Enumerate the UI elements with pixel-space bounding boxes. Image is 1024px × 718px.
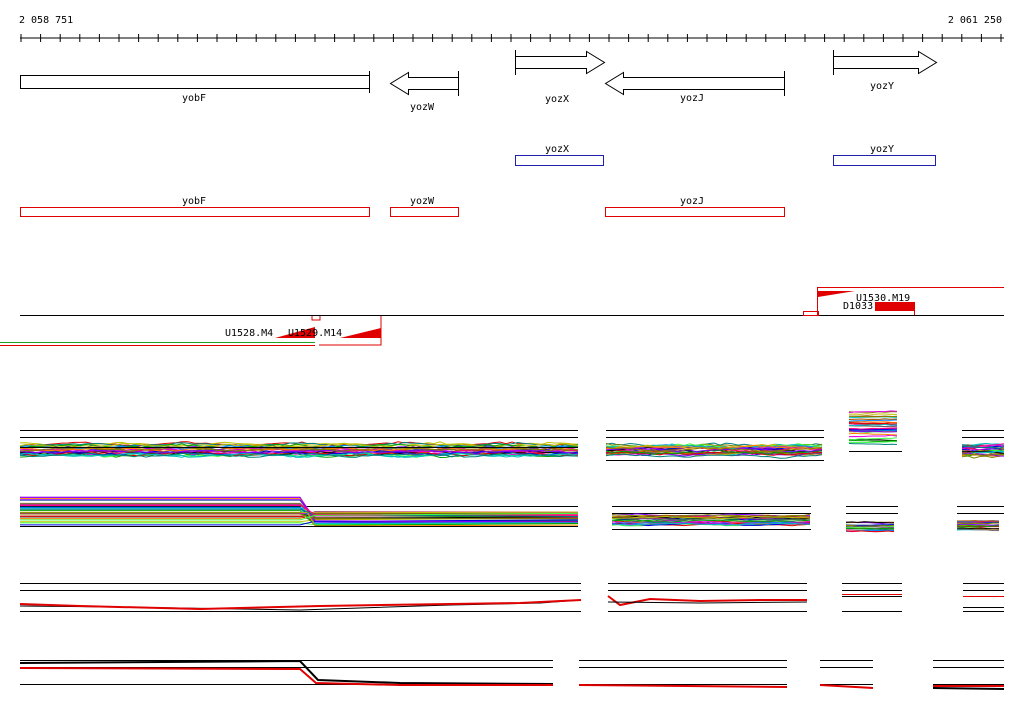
expression-profile-line [849, 414, 897, 415]
transcript-U1529-M14[interactable]: U1529.M14 [288, 316, 381, 345]
gene-yozX[interactable]: yozX [516, 50, 605, 105]
expression-profile-line [579, 685, 787, 687]
expression-profile-line [846, 528, 894, 529]
expression-profile-line [608, 602, 807, 603]
expression-profile-line [849, 433, 897, 435]
expression-profile-line [849, 419, 897, 420]
transcript-break-marker [312, 316, 320, 320]
predicted-label-yozX: yozX [545, 144, 569, 155]
expression-profile-line [957, 526, 999, 527]
transcript-label-U1529-M14: U1529.M14 [288, 328, 342, 339]
gene-label-yozY: yozY [870, 81, 894, 92]
expression-profile-line [849, 429, 897, 430]
gene-yozY[interactable]: yozY [834, 50, 937, 92]
reference-cds-track: yobF yozW yozJ [21, 196, 785, 217]
expression-profile-line [849, 435, 897, 436]
predicted-cds-track: yozX yozY [516, 144, 936, 166]
coordinate-ruler: 2 058 751 2 061 250 [19, 15, 1004, 42]
expression-profile-line [820, 685, 873, 688]
transcript-D1033[interactable]: D1033 [843, 301, 915, 315]
expression-track-2 [20, 497, 1004, 531]
expression-profile-line [20, 600, 581, 610]
expression-profile-line [608, 596, 807, 605]
expression-profile-line [933, 688, 1004, 689]
predicted-cds-yozX[interactable]: yozX [516, 144, 604, 166]
gene-label-yozW: yozW [410, 102, 435, 113]
transcript-label-U1528-M4: U1528.M4 [225, 328, 273, 339]
gene-yozW[interactable]: yozW [391, 71, 459, 113]
gene-yobF[interactable]: yobF [21, 71, 370, 104]
reference-cds-yobF[interactable]: yobF [21, 196, 370, 217]
reference-cds-yozW[interactable]: yozW [391, 196, 459, 217]
gene-annotation-track: yobF yozW yozX yozJ yozY [21, 50, 937, 113]
reference-label-yozJ: yozJ [680, 196, 704, 207]
ruler-start-label: 2 058 751 [19, 15, 73, 26]
expression-profile-line [849, 438, 897, 440]
expression-profile-line [846, 526, 894, 527]
expression-profile-line [20, 600, 581, 609]
transcript-label-D1033: D1033 [843, 301, 873, 312]
predicted-label-yozY: yozY [870, 144, 894, 155]
ruler-end-label: 2 061 250 [948, 15, 1002, 26]
expression-track-4 [20, 661, 1004, 690]
expression-profile-line [849, 441, 897, 442]
expression-profile-line [957, 521, 999, 522]
expression-profile-line [957, 523, 999, 524]
expression-profile-line [849, 420, 897, 421]
expression-profile-line [20, 668, 553, 685]
transcript-small-box [804, 312, 819, 316]
expression-profile-line [20, 661, 553, 684]
reference-cds-yozJ[interactable]: yozJ [606, 196, 785, 217]
expression-profile-line [849, 423, 897, 424]
predicted-cds-yozY[interactable]: yozY [834, 144, 936, 166]
expression-track-3 [20, 584, 1004, 612]
expression-track-1 [20, 411, 1004, 461]
gene-label-yobF: yobF [182, 93, 206, 104]
transcript-track: U1528.M4 U1529.M14 U1530.M19 D1033 [0, 288, 1004, 346]
gene-label-yozX: yozX [545, 94, 569, 105]
reference-label-yobF: yobF [182, 196, 206, 207]
expression-profile-line [20, 512, 578, 513]
reference-label-yozW: yozW [410, 196, 435, 207]
expression-profile-line [849, 444, 897, 445]
gene-label-yozJ: yozJ [680, 93, 704, 104]
gene-yozJ[interactable]: yozJ [606, 71, 785, 104]
